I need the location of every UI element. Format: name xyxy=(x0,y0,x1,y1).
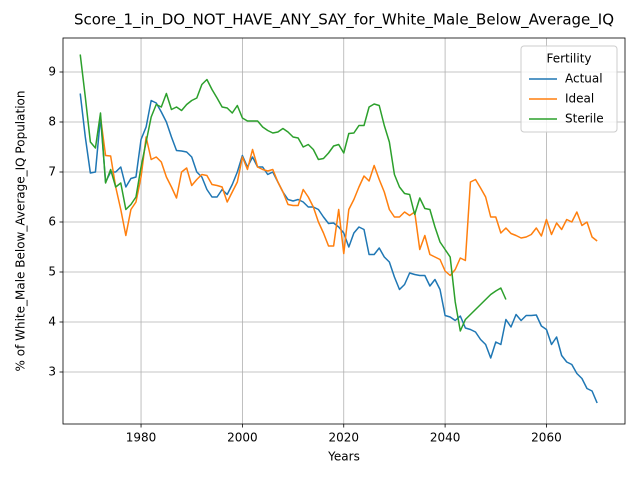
chart-title: Score_1_in_DO_NOT_HAVE_ANY_SAY_for_White… xyxy=(74,11,614,30)
legend: Fertility Actual Ideal Sterile xyxy=(520,45,618,133)
x-tick-label: 2000 xyxy=(227,431,258,445)
legend-label: Ideal xyxy=(565,92,594,106)
legend-title: Fertility xyxy=(546,52,591,66)
y-tick-label: 5 xyxy=(48,265,56,279)
y-axis-label: % of White_Male Below_Average_IQ Populat… xyxy=(14,91,28,372)
x-tick-label: 1980 xyxy=(126,431,157,445)
y-tick-label: 4 xyxy=(48,315,56,329)
plot-frame xyxy=(62,37,626,425)
x-tick-label: 2020 xyxy=(328,431,359,445)
legend-box xyxy=(520,45,618,133)
y-tick-label: 3 xyxy=(48,365,56,379)
x-tick-label: 2060 xyxy=(531,431,562,445)
line-series xyxy=(79,54,507,332)
x-tick-label: 2040 xyxy=(430,431,461,445)
y-tick-label: 6 xyxy=(48,215,56,229)
y-tick-label: 7 xyxy=(48,165,56,179)
legend-label: Sterile xyxy=(565,112,604,126)
line-series xyxy=(99,116,598,277)
x-axis-label: Years xyxy=(327,450,360,464)
y-tick-label: 8 xyxy=(48,115,56,129)
line-series xyxy=(79,93,598,404)
y-tick-label: 9 xyxy=(48,65,56,79)
legend-label: Actual xyxy=(565,72,603,86)
